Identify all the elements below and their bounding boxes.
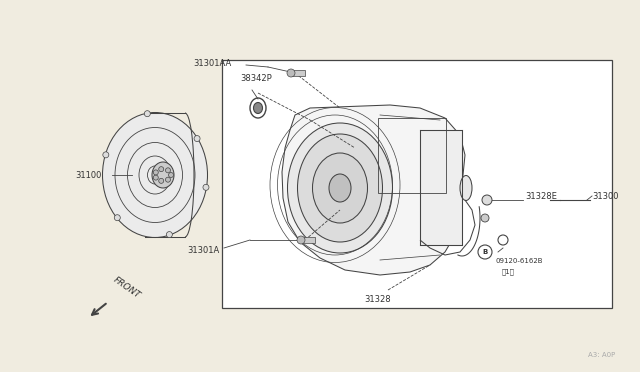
Text: 09120-6162B: 09120-6162B xyxy=(496,258,543,264)
Circle shape xyxy=(287,69,295,77)
Text: B: B xyxy=(483,249,488,255)
Text: 31100: 31100 xyxy=(76,170,102,180)
Circle shape xyxy=(103,152,109,158)
Bar xyxy=(222,60,612,308)
Ellipse shape xyxy=(253,103,262,113)
Ellipse shape xyxy=(152,162,174,188)
Polygon shape xyxy=(282,105,465,275)
Text: A3: A0P: A3: A0P xyxy=(588,352,615,358)
Text: 31328: 31328 xyxy=(365,295,391,304)
Circle shape xyxy=(154,170,158,175)
Ellipse shape xyxy=(102,112,207,237)
Ellipse shape xyxy=(312,153,367,223)
Circle shape xyxy=(154,175,158,180)
Ellipse shape xyxy=(287,123,392,253)
Circle shape xyxy=(144,111,150,117)
Circle shape xyxy=(194,135,200,142)
Circle shape xyxy=(168,173,173,177)
Text: 31328E: 31328E xyxy=(525,192,557,201)
Bar xyxy=(301,237,315,243)
Circle shape xyxy=(166,168,170,173)
Text: 38342P: 38342P xyxy=(240,74,272,83)
Bar xyxy=(291,70,305,76)
Text: 31301AA: 31301AA xyxy=(194,58,232,67)
Circle shape xyxy=(498,235,508,245)
Circle shape xyxy=(297,236,305,244)
Circle shape xyxy=(115,215,120,221)
Circle shape xyxy=(166,232,172,238)
Text: FRONT: FRONT xyxy=(112,275,142,300)
Circle shape xyxy=(482,195,492,205)
Ellipse shape xyxy=(329,174,351,202)
Circle shape xyxy=(481,214,489,222)
Bar xyxy=(420,130,462,245)
Circle shape xyxy=(478,245,492,259)
Circle shape xyxy=(159,167,164,171)
Bar xyxy=(378,118,446,193)
Text: 31300: 31300 xyxy=(592,192,618,201)
Circle shape xyxy=(203,184,209,190)
Ellipse shape xyxy=(298,134,383,242)
Text: （1）: （1） xyxy=(502,268,515,275)
Circle shape xyxy=(159,178,164,183)
Circle shape xyxy=(166,177,170,182)
Ellipse shape xyxy=(460,176,472,201)
Text: 31301A: 31301A xyxy=(188,246,220,254)
